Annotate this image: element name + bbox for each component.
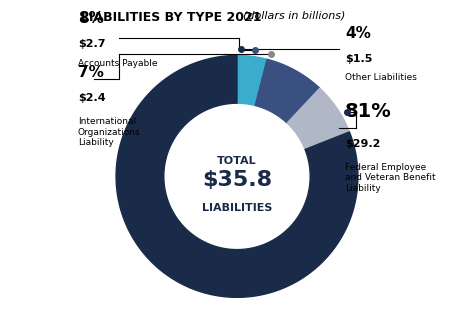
Polygon shape: [237, 56, 267, 106]
Text: (dollars in billions): (dollars in billions): [243, 11, 346, 21]
Text: 4%: 4%: [345, 26, 371, 41]
Text: Accounts Payable: Accounts Payable: [78, 59, 157, 68]
Text: $2.4: $2.4: [78, 93, 106, 103]
Text: 8%: 8%: [78, 11, 104, 26]
Polygon shape: [287, 88, 349, 150]
Text: LIABILITIES: LIABILITIES: [202, 203, 272, 213]
Text: 81%: 81%: [345, 102, 392, 121]
Text: Federal Employee
and Veteran Benefit
Liability: Federal Employee and Veteran Benefit Lia…: [345, 163, 436, 193]
Text: $35.8: $35.8: [202, 169, 272, 190]
Text: $1.5: $1.5: [345, 54, 373, 64]
Text: International
Organizations
Liability: International Organizations Liability: [78, 117, 140, 147]
Polygon shape: [255, 59, 320, 123]
Text: Other Liabilities: Other Liabilities: [345, 73, 417, 82]
Text: LIABILITIES BY TYPE 2021: LIABILITIES BY TYPE 2021: [81, 11, 262, 24]
Text: 7%: 7%: [78, 65, 104, 80]
Text: $29.2: $29.2: [345, 139, 381, 149]
Text: TOTAL: TOTAL: [217, 155, 257, 166]
Text: $2.7: $2.7: [78, 39, 105, 49]
Polygon shape: [116, 56, 358, 297]
